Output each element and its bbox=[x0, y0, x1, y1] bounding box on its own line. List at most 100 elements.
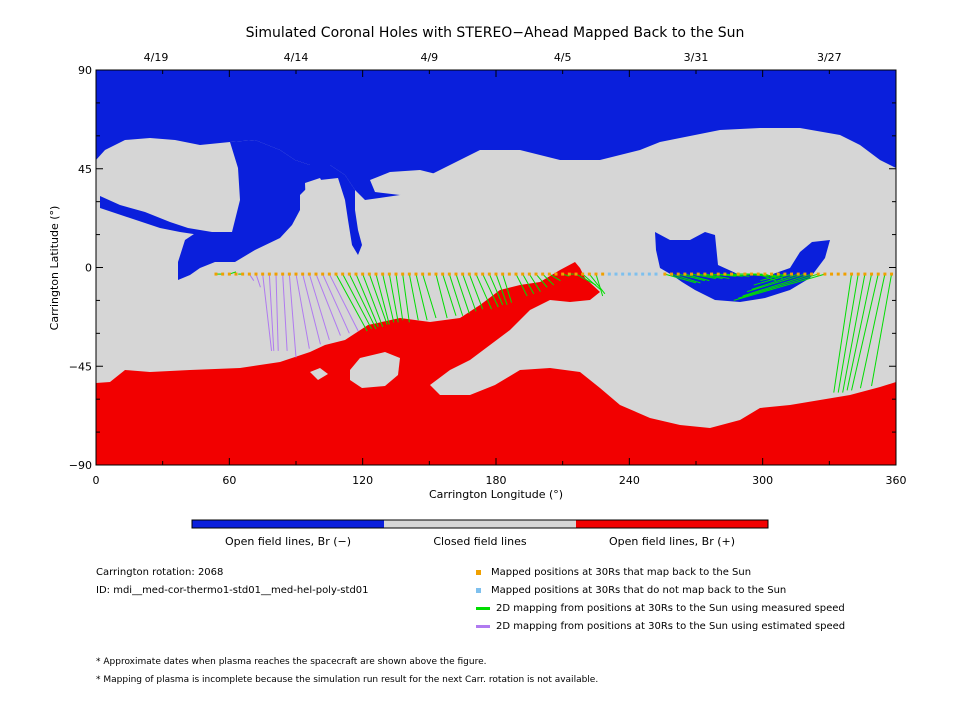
date-tick-label: 4/9 bbox=[420, 51, 438, 64]
mapped-point-back bbox=[554, 272, 558, 276]
estimated-mapping-line bbox=[302, 273, 321, 345]
x-tick-label: 180 bbox=[486, 474, 507, 487]
mapped-point-back bbox=[247, 272, 251, 276]
mapped-point-back bbox=[823, 272, 827, 276]
measured-mapping-line bbox=[522, 273, 535, 295]
measured-mapping-line bbox=[753, 273, 792, 286]
mapped-point-back bbox=[783, 272, 787, 276]
measured-mapping-line bbox=[342, 273, 372, 330]
mapped-point-back bbox=[514, 272, 518, 276]
measured-mapping-line bbox=[528, 273, 541, 292]
estimated-mapping-line bbox=[275, 274, 279, 351]
mid-latitude-hole bbox=[655, 232, 830, 302]
measured-mapping-line bbox=[859, 273, 886, 389]
measured-mapping-line bbox=[435, 273, 448, 319]
mapped-point-back bbox=[501, 272, 505, 276]
measured-mapping-line bbox=[751, 273, 799, 290]
mapped-point-back bbox=[261, 272, 265, 276]
orange-dot-icon bbox=[476, 569, 481, 575]
date-tick-label: 4/14 bbox=[284, 51, 309, 64]
coronal-map bbox=[96, 70, 896, 465]
mapped-point-back bbox=[743, 272, 747, 276]
mapped-point-back bbox=[816, 272, 820, 276]
mapped-point-not-back bbox=[641, 272, 645, 276]
mapped-point-back bbox=[890, 272, 894, 276]
mapped-point-back bbox=[830, 272, 834, 276]
measured-mapping-line bbox=[475, 273, 493, 310]
mapped-point-back bbox=[810, 272, 814, 276]
estimated-mapping-line bbox=[308, 273, 330, 341]
y-tick-label: 45 bbox=[78, 163, 92, 176]
mapped-point-back bbox=[281, 272, 285, 276]
measured-mapping-line bbox=[362, 273, 384, 327]
mapped-point-back bbox=[663, 272, 667, 276]
measured-mapping-line bbox=[833, 274, 853, 393]
measured-mapping-line bbox=[535, 273, 548, 288]
measured-mapping-line bbox=[495, 273, 508, 305]
note-incomplete: * Mapping of plasma is incomplete becaus… bbox=[96, 675, 599, 685]
mapped-point-back bbox=[334, 272, 338, 276]
run-id: ID: mdi__med-cor-thermo1-std01__med-hel-… bbox=[96, 585, 369, 596]
measured-mapping-line bbox=[742, 273, 812, 297]
estimated-mapping-line bbox=[255, 273, 261, 288]
mapped-point-back bbox=[521, 272, 525, 276]
north-hole-extension bbox=[178, 140, 362, 280]
mapped-point-back bbox=[883, 272, 887, 276]
mapped-point-back bbox=[347, 272, 351, 276]
y-axis-label: Carrington Latitude (°) bbox=[48, 206, 61, 331]
closed-island bbox=[350, 352, 400, 388]
measured-mapping-line bbox=[542, 273, 555, 286]
x-axis-label: Carrington Longitude (°) bbox=[429, 488, 563, 501]
carrington-rotation: Carrington rotation: 2068 bbox=[96, 567, 224, 578]
measured-mapping-line bbox=[422, 273, 437, 319]
measured-mapping-line bbox=[448, 273, 464, 316]
mapped-point-back bbox=[327, 272, 331, 276]
mapped-point-back bbox=[710, 272, 714, 276]
mapped-point-back bbox=[314, 272, 318, 276]
closed-island bbox=[370, 170, 440, 195]
colorbar: Open field lines, Br (−) Closed field lin… bbox=[191, 519, 769, 548]
closed-island bbox=[305, 178, 328, 218]
measured-mapping-line bbox=[746, 273, 806, 293]
colorbar-segment bbox=[576, 520, 768, 528]
measured-mapping-line bbox=[671, 273, 701, 284]
mapped-point-back bbox=[750, 272, 754, 276]
x-tick-label: 360 bbox=[886, 474, 907, 487]
mapped-point-back bbox=[803, 272, 807, 276]
mapping-lines bbox=[216, 271, 893, 393]
measured-mapping-line bbox=[335, 273, 368, 332]
measured-mapping-line bbox=[684, 273, 710, 282]
mapped-point-back bbox=[716, 272, 720, 276]
x-tick-label: 120 bbox=[352, 474, 373, 487]
legend-item-measured-speed: 2D mapping from positions at 30Rs to the… bbox=[476, 603, 845, 614]
mapped-point-not-back bbox=[654, 272, 658, 276]
mapped-point-back bbox=[361, 272, 365, 276]
mapped-point-back bbox=[790, 272, 794, 276]
mapped-point-back bbox=[287, 272, 291, 276]
axes: 0 60 120 180 240 300 360 90 45 0 −45 −90 bbox=[69, 64, 907, 487]
measured-mapping-line bbox=[764, 273, 779, 279]
measured-mapping-line bbox=[408, 273, 419, 321]
measured-mapping-line bbox=[348, 273, 377, 330]
mapped-point-back bbox=[534, 272, 538, 276]
mapped-point-back bbox=[254, 272, 258, 276]
mapped-points bbox=[214, 272, 894, 276]
mapped-point-back bbox=[421, 272, 425, 276]
colorbar-segment bbox=[192, 520, 384, 528]
mapped-point-back bbox=[850, 272, 854, 276]
mapped-point-back bbox=[507, 272, 511, 276]
mapped-point-back bbox=[401, 272, 405, 276]
date-ticks: 4/19 4/14 4/9 4/5 3/31 3/27 bbox=[144, 51, 842, 64]
measured-mapping-line bbox=[415, 273, 428, 321]
mapped-point-back bbox=[294, 272, 298, 276]
mapped-point-back bbox=[354, 272, 358, 276]
y-tick-label: −45 bbox=[69, 360, 92, 373]
mapped-point-back bbox=[267, 272, 271, 276]
x-tick-label: 60 bbox=[222, 474, 236, 487]
mapped-point-back bbox=[274, 272, 278, 276]
measured-mapping-line bbox=[355, 273, 379, 327]
x-tick-label: 300 bbox=[752, 474, 773, 487]
measured-mapping-line bbox=[455, 273, 470, 314]
mapped-point-not-back bbox=[621, 272, 625, 276]
colorbar-label: Open field lines, Br (+) bbox=[609, 535, 735, 548]
